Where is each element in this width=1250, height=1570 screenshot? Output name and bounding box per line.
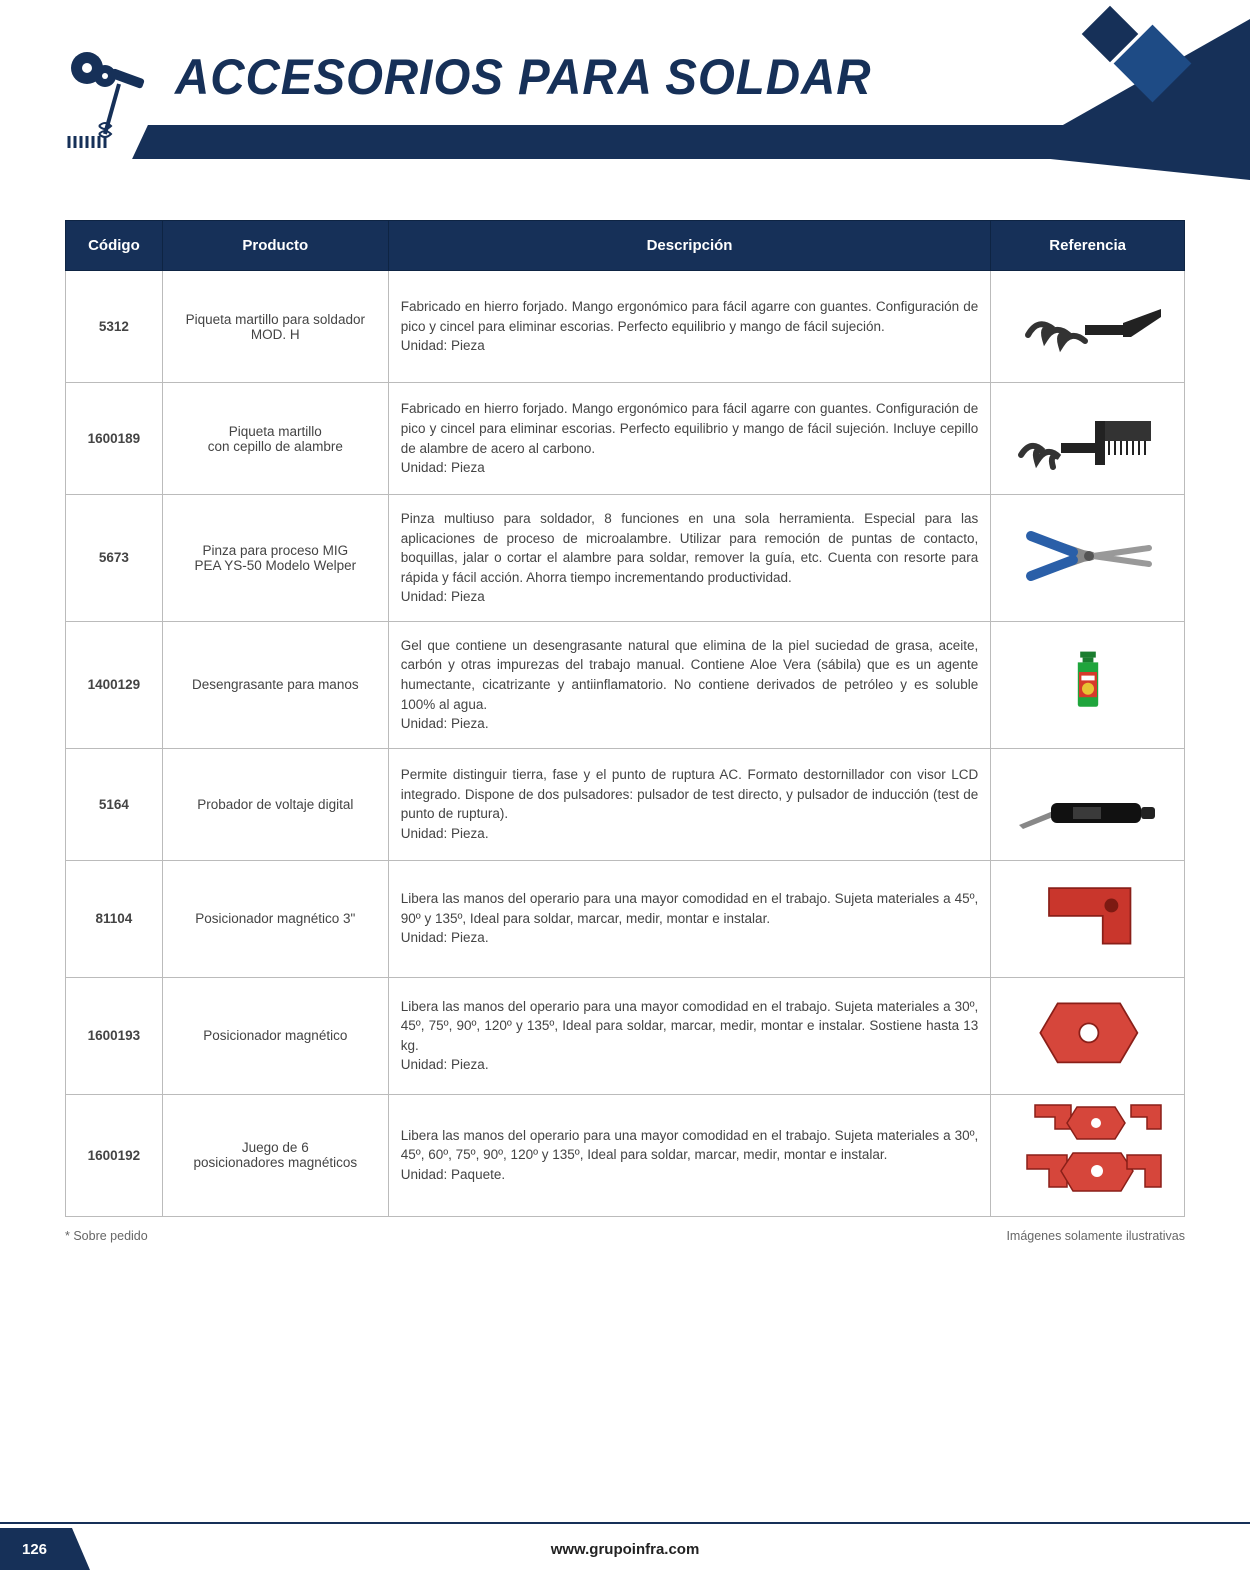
cell-codigo: 81104 [66, 860, 163, 977]
cell-referencia [991, 1094, 1185, 1216]
col-header-codigo: Código [66, 221, 163, 271]
table-row: 5164Probador de voltaje digitalPermite d… [66, 748, 1185, 860]
cell-codigo: 1600189 [66, 383, 163, 495]
footnotes-row: * Sobre pedido Imágenes solamente ilustr… [65, 1229, 1185, 1243]
cell-descripcion: Libera las manos del operario para una m… [388, 1094, 991, 1216]
chipping-hammer-icon [1013, 285, 1163, 365]
col-header-descripcion: Descripción [388, 221, 991, 271]
footer-url: www.grupoinfra.com [0, 1541, 1250, 1558]
col-header-referencia: Referencia [991, 221, 1185, 271]
cell-referencia [991, 621, 1185, 748]
bottle-icon [1013, 638, 1163, 718]
cell-codigo: 5312 [66, 271, 163, 383]
cell-producto: Posicionador magnético 3" [162, 860, 388, 977]
page-footer: 126 www.grupoinfra.com [0, 1522, 1250, 1570]
cell-producto: Juego de 6posicionadores magnéticos [162, 1094, 388, 1216]
table-row: 1600189Piqueta martillocon cepillo de al… [66, 383, 1185, 495]
table-row: 81104Posicionador magnético 3"Libera las… [66, 860, 1185, 977]
table-row: 1600192Juego de 6posicionadores magnétic… [66, 1094, 1185, 1216]
hammer-brush-icon [1013, 397, 1163, 477]
table-row: 5673Pinza para proceso MIGPEA YS-50 Mode… [66, 495, 1185, 622]
title-underline-bar [132, 125, 1250, 159]
table-row: 1600193Posicionador magnéticoLibera las … [66, 977, 1185, 1094]
cell-referencia [991, 495, 1185, 622]
page-header: ACCESORIOS PARA SOLDAR [0, 0, 1250, 180]
magnet-hex-icon [1013, 992, 1163, 1072]
cell-referencia [991, 860, 1185, 977]
cell-codigo: 5673 [66, 495, 163, 622]
footnote-left: * Sobre pedido [65, 1229, 148, 1243]
magnet-set-icon [1013, 1109, 1163, 1189]
col-header-producto: Producto [162, 221, 388, 271]
cell-descripcion: Libera las manos del operario para una m… [388, 977, 991, 1094]
cell-descripcion: Permite distinguir tierra, fase y el pun… [388, 748, 991, 860]
cell-referencia [991, 748, 1185, 860]
cell-producto: Pinza para proceso MIGPEA YS-50 Modelo W… [162, 495, 388, 622]
product-table: Código Producto Descripción Referencia 5… [65, 220, 1185, 1217]
cell-descripcion: Fabricado en hierro forjado. Mango ergon… [388, 383, 991, 495]
pliers-icon [1013, 516, 1163, 596]
page-title: ACCESORIOS PARA SOLDAR [175, 48, 872, 106]
cell-producto: Piqueta martillo para soldadorMOD. H [162, 271, 388, 383]
cell-referencia [991, 977, 1185, 1094]
cell-producto: Posicionador magnético [162, 977, 388, 1094]
cell-descripcion: Libera las manos del operario para una m… [388, 860, 991, 977]
cell-codigo: 1600192 [66, 1094, 163, 1216]
tester-icon [1013, 763, 1163, 843]
cell-codigo: 1400129 [66, 621, 163, 748]
magnet-arrow-icon [1013, 875, 1163, 955]
cell-referencia [991, 383, 1185, 495]
cell-descripcion: Gel que contiene un desengrasante natura… [388, 621, 991, 748]
cell-producto: Probador de voltaje digital [162, 748, 388, 860]
cell-producto: Piqueta martillocon cepillo de alambre [162, 383, 388, 495]
catalog-page: ACCESORIOS PARA SOLDAR Código Producto D… [0, 0, 1250, 1570]
table-row: 5312Piqueta martillo para soldadorMOD. H… [66, 271, 1185, 383]
cell-codigo: 1600193 [66, 977, 163, 1094]
table-row: 1400129Desengrasante para manosGel que c… [66, 621, 1185, 748]
footnote-right: Imágenes solamente ilustrativas [1006, 1229, 1185, 1243]
table-header: Código Producto Descripción Referencia [66, 221, 1185, 271]
cell-descripcion: Fabricado en hierro forjado. Mango ergon… [388, 271, 991, 383]
cell-producto: Desengrasante para manos [162, 621, 388, 748]
cell-codigo: 5164 [66, 748, 163, 860]
cell-descripcion: Pinza multiuso para soldador, 8 funcione… [388, 495, 991, 622]
cell-referencia [991, 271, 1185, 383]
